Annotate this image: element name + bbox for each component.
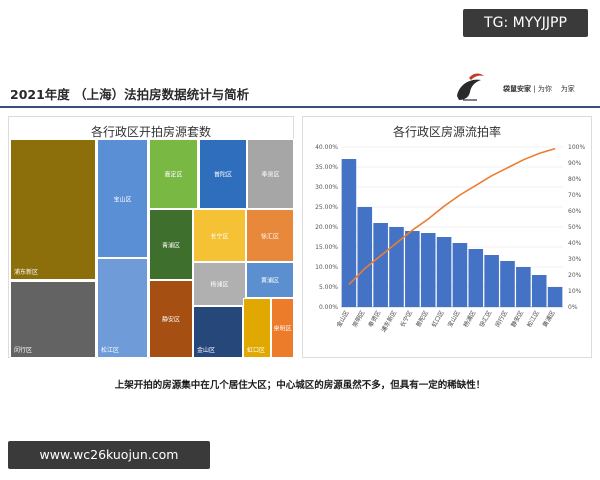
treemap-tile-label: 闵行区	[14, 347, 33, 354]
cumulative-line	[348, 147, 556, 286]
y2-tick-label: 70%	[568, 192, 582, 199]
treemap-tile-label: 青浦区	[161, 242, 180, 249]
treemap-tile-label: 静安区	[161, 316, 180, 324]
treemap-tile-label: 嘉定区	[164, 171, 183, 179]
y-tick-label: 10.00%	[315, 264, 338, 271]
bar	[547, 287, 563, 307]
treemap-tile-label: 浦东新区	[14, 269, 39, 276]
y-tick-label: 0.00%	[319, 304, 338, 311]
pareto-chart: 0.00% 5.00% 10.00% 15.00% 20.00% 25.00% 30.00%…	[315, 144, 585, 334]
y-tick-label: 35.00%	[315, 164, 338, 171]
y2-tick-label: 10%	[568, 288, 582, 295]
treemap-tile-label: 奉贤区	[261, 171, 280, 179]
brand-name: 袋鼠安家	[503, 85, 531, 93]
x-tick-label: 宝山区	[446, 309, 462, 329]
x-tick-label: 杨浦区	[462, 309, 478, 329]
treemap-tile: 虹口区	[243, 298, 271, 358]
bar	[341, 159, 357, 307]
treemap-tile: 奉贤区	[247, 139, 294, 209]
bar	[516, 267, 531, 307]
bar	[531, 275, 547, 307]
y-tick-label: 40.00%	[315, 144, 338, 151]
brand-slogan-2: 为家	[560, 85, 575, 93]
page-title: 2021年度 （上海）法拍房数据统计与简析	[10, 87, 250, 102]
y-tick-label: 5.00%	[319, 284, 338, 291]
bar	[468, 249, 484, 307]
brand: 袋鼠安家 | 为你 为家	[443, 70, 593, 108]
treemap-tile-label: 崇明区	[273, 325, 292, 333]
bar	[389, 227, 404, 307]
y2-tick-label: 40%	[568, 240, 582, 247]
x-tick-label: 普陀区	[414, 309, 430, 329]
y2-tick-label: 0%	[568, 304, 578, 311]
pareto-title: 各行政区房源流拍率	[392, 125, 501, 139]
treemap-tile: 长宁区	[193, 209, 246, 262]
x-tick-label: 闵行区	[493, 309, 509, 329]
bar	[500, 261, 515, 307]
treemap-tile: 浦东新区	[10, 139, 96, 280]
treemap-tile-label: 松江区	[101, 347, 120, 354]
y2-tick-label: 80%	[568, 176, 582, 183]
x-tick-label: 虹口区	[430, 309, 446, 329]
bar	[452, 243, 468, 307]
treemap-tile: 青浦区	[149, 209, 193, 280]
treemap-panel: 各行政区开拍房源套数 浦东新区闵行区 宝山区松江区 嘉定区青浦区静安区 普陀区 奉贤区长…	[8, 116, 294, 358]
x-tick-label: 静安区	[509, 309, 525, 329]
treemap-tile: 黄浦区	[246, 262, 294, 298]
treemap-tile-label: 徐汇区	[260, 233, 279, 240]
x-tick-label: 奉贤区	[366, 309, 382, 329]
y2-tick-label: 20%	[568, 272, 582, 279]
treemap-tile-label: 杨浦区	[210, 281, 229, 289]
brand-text: 袋鼠安家 | 为你 为家	[503, 84, 575, 94]
treemap-tile-label: 普陀区	[213, 171, 232, 179]
tg-badge: TG: MYYJJPP	[463, 9, 588, 37]
header-divider	[0, 106, 600, 108]
treemap-tile: 松江区	[97, 258, 148, 358]
treemap-tile: 普陀区	[199, 139, 247, 209]
x-tick-label: 崇明区	[351, 310, 366, 329]
y2-tick-label: 50%	[568, 224, 582, 231]
x-tick-label: 徐汇区	[477, 309, 493, 329]
x-tick-label: 金山区	[335, 309, 351, 329]
x-tick-label: 松江区	[525, 309, 541, 329]
treemap-tile: 杨浦区	[193, 262, 246, 306]
x-tick-label: 黄浦区	[541, 309, 557, 329]
url-badge: www.wc26kuojun.com	[8, 441, 210, 469]
y2-tick-label: 90%	[568, 160, 582, 167]
treemap-tile: 崇明区	[271, 298, 294, 358]
treemap-tile-label: 宝山区	[113, 196, 132, 203]
bar	[373, 223, 388, 307]
treemap-tile-label: 金山区	[197, 347, 216, 354]
caption: 上架开拍的房源集中在几个居住大区；中心城区的房源虽然不多，但具有一定的稀缺性！	[114, 380, 486, 391]
y-tick-label: 20.00%	[315, 224, 338, 231]
treemap-tile: 宝山区	[97, 139, 148, 258]
bar	[436, 237, 452, 307]
y2-tick-label: 30%	[568, 256, 582, 263]
treemap-tile: 静安区	[149, 280, 193, 358]
treemap-tile-label: 长宁区	[210, 233, 229, 240]
bar	[405, 231, 420, 307]
brand-slogan-1: 为你	[537, 85, 552, 93]
bar	[484, 255, 499, 307]
treemap-tile: 徐汇区	[246, 209, 294, 262]
y2-tick-label: 60%	[568, 208, 582, 215]
brand-separator: |	[533, 85, 538, 93]
brand-separator	[554, 85, 561, 93]
x-tick-label: 长宁区	[398, 309, 414, 329]
bar	[420, 233, 436, 307]
treemap-tile-label: 虹口区	[247, 347, 266, 354]
treemap-tile: 嘉定区	[149, 139, 198, 209]
treemap-title: 各行政区开拍房源套数	[90, 125, 211, 139]
kangaroo-logo-icon	[457, 73, 484, 101]
x-tick-label: 浦东新区	[379, 309, 398, 334]
pareto-panel: 各行政区房源流拍率 0.00% 5.00% 10.00% 15.00% 20.00% 25…	[302, 116, 592, 358]
y-tick-label: 30.00%	[315, 184, 338, 191]
treemap-tile: 闵行区	[10, 281, 96, 358]
y-tick-label: 25.00%	[315, 204, 338, 211]
treemap-tile: 金山区	[193, 306, 243, 358]
bar	[357, 207, 373, 307]
y-tick-label: 15.00%	[315, 244, 338, 251]
y2-tick-label: 100%	[568, 144, 585, 151]
treemap-tile-label: 黄浦区	[260, 277, 279, 285]
